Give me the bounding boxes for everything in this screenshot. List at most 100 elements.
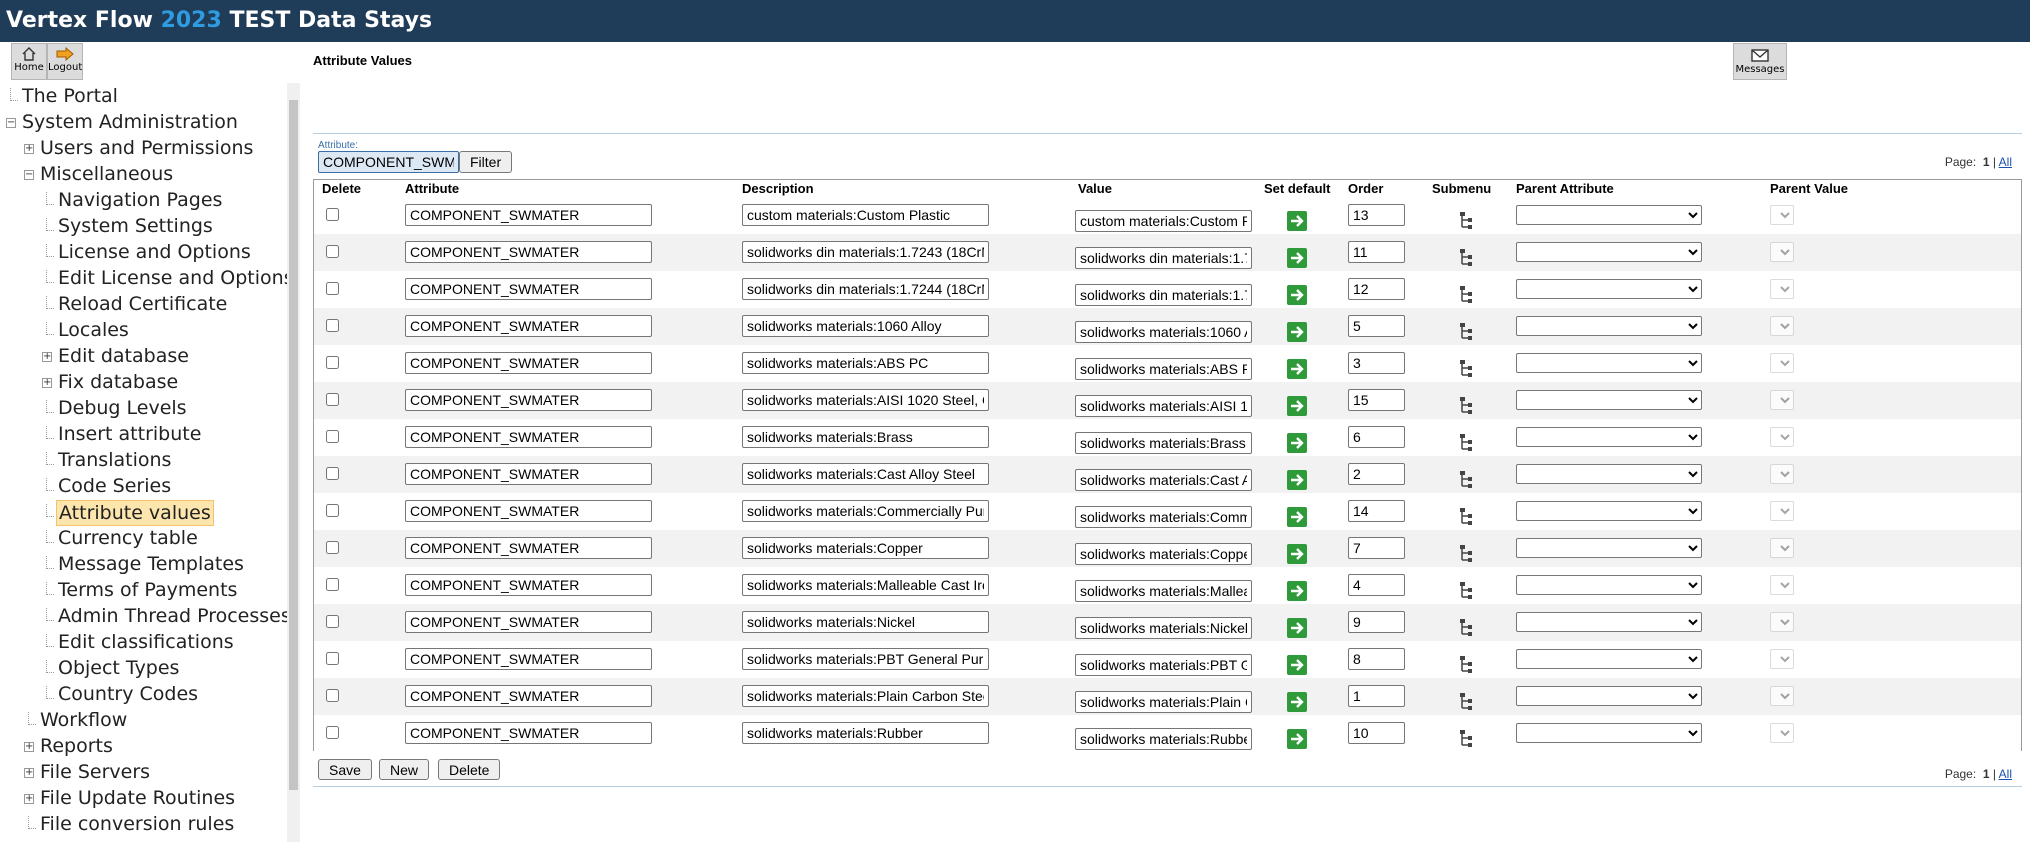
order-input[interactable] [1348,648,1405,670]
delete-checkbox[interactable] [326,245,339,258]
submenu-button[interactable] [1458,582,1474,600]
parent-value-select[interactable] [1770,575,1794,595]
tree-expander[interactable]: + [24,741,34,752]
value-input[interactable] [1075,580,1252,602]
description-input[interactable] [742,500,989,522]
action-button[interactable]: Save [318,759,372,780]
order-input[interactable] [1348,537,1405,559]
parent-attribute-select[interactable] [1516,316,1702,336]
parent-value-select[interactable] [1770,316,1794,336]
nav-item[interactable]: System Settings [58,215,213,237]
set-default-button[interactable] [1287,322,1307,342]
nav-item[interactable]: Attribute values [56,500,214,526]
description-input[interactable] [742,315,989,337]
nav-item[interactable]: Currency table [58,527,198,549]
submenu-button[interactable] [1458,730,1474,748]
submenu-button[interactable] [1458,508,1474,526]
value-input[interactable] [1075,432,1252,454]
delete-checkbox[interactable] [326,356,339,369]
filter-button[interactable]: Filter [459,151,513,173]
parent-value-select[interactable] [1770,427,1794,447]
attribute-input[interactable] [405,352,652,374]
filter-input[interactable] [318,151,459,173]
nav-item[interactable]: File Update Routines [40,787,236,809]
tree-expander[interactable]: − [24,169,34,180]
parent-attribute-select[interactable] [1516,205,1702,225]
value-input[interactable] [1075,617,1252,639]
attribute-input[interactable] [405,574,652,596]
nav-item[interactable]: File Servers [40,761,151,783]
delete-checkbox[interactable] [326,319,339,332]
set-default-button[interactable] [1287,507,1307,527]
submenu-button[interactable] [1458,656,1474,674]
nav-item[interactable]: Reload Certificate [58,293,228,315]
submenu-button[interactable] [1458,286,1474,304]
submenu-button[interactable] [1458,360,1474,378]
submenu-button[interactable] [1458,212,1474,230]
submenu-button[interactable] [1458,397,1474,415]
nav-item[interactable]: The Portal [22,85,118,107]
submenu-button[interactable] [1458,323,1474,341]
delete-checkbox[interactable] [326,652,339,665]
value-input[interactable] [1075,247,1252,269]
nav-item[interactable]: Edit classifications [58,631,234,653]
set-default-button[interactable] [1287,248,1307,268]
parent-value-select[interactable] [1770,686,1794,706]
messages-button[interactable]: Messages [1733,43,1787,80]
parent-value-select[interactable] [1770,242,1794,262]
tree-expander[interactable]: + [24,143,34,154]
nav-item[interactable]: System Administration [22,111,238,133]
parent-value-select[interactable] [1770,649,1794,669]
delete-checkbox[interactable] [326,578,339,591]
tree-expander[interactable]: + [24,793,34,804]
nav-item[interactable]: Edit database [58,345,189,367]
nav-item[interactable]: Country Codes [58,683,199,705]
value-input[interactable] [1075,543,1252,565]
tree-expander[interactable]: + [42,351,52,362]
tree-expander[interactable]: + [42,377,52,388]
submenu-button[interactable] [1458,619,1474,637]
parent-value-select[interactable] [1770,612,1794,632]
set-default-button[interactable] [1287,729,1307,749]
nav-item[interactable]: Admin Thread Processes [58,605,291,627]
attribute-input[interactable] [405,241,652,263]
parent-attribute-select[interactable] [1516,538,1702,558]
parent-attribute-select[interactable] [1516,464,1702,484]
delete-checkbox[interactable] [326,726,339,739]
value-input[interactable] [1075,728,1252,750]
attribute-input[interactable] [405,537,652,559]
parent-attribute-select[interactable] [1516,279,1702,299]
nav-item[interactable]: Navigation Pages [58,189,223,211]
description-input[interactable] [742,278,989,300]
submenu-button[interactable] [1458,545,1474,563]
order-input[interactable] [1348,278,1405,300]
submenu-button[interactable] [1458,693,1474,711]
value-input[interactable] [1075,469,1252,491]
set-default-button[interactable] [1287,211,1307,231]
description-input[interactable] [742,685,989,707]
order-input[interactable] [1348,500,1405,522]
delete-checkbox[interactable] [326,615,339,628]
set-default-button[interactable] [1287,433,1307,453]
set-default-button[interactable] [1287,470,1307,490]
value-input[interactable] [1075,284,1252,306]
description-input[interactable] [742,574,989,596]
delete-checkbox[interactable] [326,541,339,554]
submenu-button[interactable] [1458,434,1474,452]
parent-attribute-select[interactable] [1516,723,1702,743]
tree-expander[interactable]: − [6,117,16,128]
value-input[interactable] [1075,395,1252,417]
delete-checkbox[interactable] [326,430,339,443]
value-input[interactable] [1075,654,1252,676]
order-input[interactable] [1348,574,1405,596]
parent-attribute-select[interactable] [1516,501,1702,521]
action-button[interactable]: Delete [438,759,501,780]
nav-item[interactable]: Translations [58,449,172,471]
description-input[interactable] [742,204,989,226]
nav-item[interactable]: Object Types [58,657,180,679]
home-button[interactable]: Home [11,43,47,80]
parent-value-select[interactable] [1770,723,1794,743]
parent-attribute-select[interactable] [1516,353,1702,373]
order-input[interactable] [1348,463,1405,485]
nav-item[interactable]: Fix database [58,371,179,393]
